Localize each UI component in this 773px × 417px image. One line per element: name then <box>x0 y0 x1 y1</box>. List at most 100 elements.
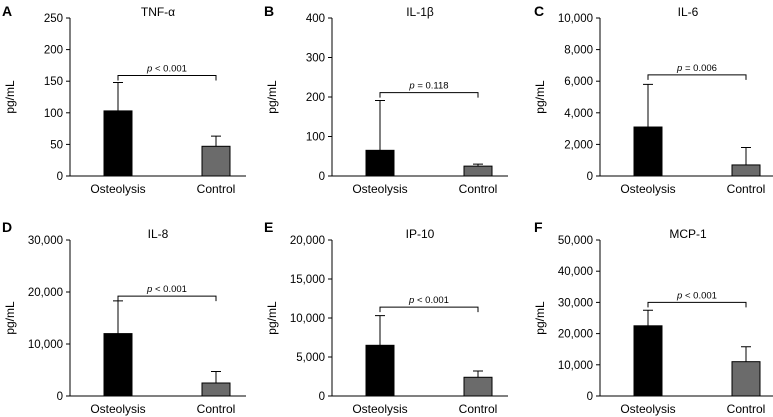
bar-osteolysis <box>365 149 395 177</box>
y-tick-label: 30,000 <box>558 297 593 309</box>
y-tick-label: 8,000 <box>564 45 593 57</box>
bar-control <box>201 382 231 397</box>
panel-letter: C <box>534 3 544 19</box>
y-tick-label: 0 <box>57 391 63 403</box>
y-tick-label: 50,000 <box>558 235 593 247</box>
y-tick-label: 150 <box>44 76 63 88</box>
x-category-label: Control <box>459 402 498 416</box>
bar-osteolysis <box>633 325 663 397</box>
significance-bracket <box>379 306 479 313</box>
error-bar <box>643 309 653 326</box>
bar-control <box>201 145 231 177</box>
error-bar <box>643 83 653 128</box>
p-symbol: p <box>146 64 152 75</box>
significance-bracket <box>647 301 747 308</box>
x-category-label: Control <box>727 402 766 416</box>
y-tick-label: 300 <box>306 53 325 65</box>
x-category-label: Control <box>197 402 236 416</box>
error-bar <box>473 163 483 167</box>
y-tick-label: 20,000 <box>28 287 63 299</box>
bar-osteolysis <box>103 333 133 397</box>
panel-b: B IL-1β pg/mL 0 100 200 300 400 Osteolysis Contro… <box>264 3 508 196</box>
y-axis-label: pg/mL <box>265 301 279 335</box>
y-tick-label: 10,000 <box>28 339 63 351</box>
y-tick-label: 10,000 <box>558 360 593 372</box>
error-bar <box>741 147 751 165</box>
panel-c: C IL-6 pg/mL 0 2,000 4,000 6,000 8,000 10,000 Ost… <box>533 3 773 196</box>
error-bar <box>113 81 123 111</box>
bar-control <box>731 164 761 177</box>
error-bar <box>375 100 385 151</box>
x-category-label: Osteolysis <box>90 182 145 196</box>
p-value-annotation: p < 0.001 <box>146 64 187 75</box>
panel-letter: A <box>2 3 12 19</box>
y-tick-label: 250 <box>44 13 63 25</box>
chart-title: IL-8 <box>148 227 169 241</box>
p-value: < 0.001 <box>152 284 187 295</box>
x-category-label: Osteolysis <box>352 402 407 416</box>
p-symbol: p <box>408 81 414 92</box>
y-tick-label: 0 <box>319 171 325 183</box>
y-tick-label: 0 <box>587 391 593 403</box>
panel-letter: D <box>2 219 12 235</box>
p-symbol: p <box>676 63 682 74</box>
y-tick-label: 4,000 <box>564 108 593 120</box>
p-symbol: p <box>676 290 682 301</box>
bar-control <box>731 361 761 397</box>
p-value: = 0.006 <box>682 63 717 74</box>
p-value: < 0.001 <box>414 295 449 306</box>
p-value: = 0.118 <box>415 81 449 92</box>
y-tick-label: 200 <box>44 45 63 57</box>
y-axis-label: pg/mL <box>533 301 547 335</box>
y-tick-label: 400 <box>306 13 325 25</box>
bar-osteolysis <box>365 344 395 397</box>
significance-bracket <box>117 75 217 81</box>
y-tick-label: 5,000 <box>296 352 325 364</box>
bar-osteolysis <box>103 110 133 177</box>
x-category-label: Control <box>727 182 766 196</box>
significance-bracket <box>379 92 479 98</box>
y-axis-label: pg/mL <box>3 80 17 114</box>
p-value-annotation: p = 0.118 <box>408 81 448 92</box>
x-category-label: Osteolysis <box>352 182 407 196</box>
y-tick-label: 0 <box>319 391 325 403</box>
p-value-annotation: p = 0.006 <box>676 63 717 74</box>
panel-letter: E <box>264 219 273 235</box>
significance-bracket <box>117 295 217 302</box>
p-value-annotation: p < 0.001 <box>408 295 449 306</box>
x-category-label: Osteolysis <box>620 402 675 416</box>
y-tick-label: 200 <box>306 92 325 104</box>
panel-d: D IL-8 pg/mL 0 10,000 20,000 30,000 Osteolysis C… <box>2 219 246 416</box>
y-tick-label: 100 <box>306 132 325 144</box>
p-value-annotation: p < 0.001 <box>676 290 717 301</box>
y-tick-label: 6,000 <box>564 76 593 88</box>
y-tick-label: 20,000 <box>558 329 593 341</box>
chart-title: IL-1β <box>406 5 434 19</box>
x-category-label: Osteolysis <box>620 182 675 196</box>
panel-letter: F <box>534 219 543 235</box>
error-bar <box>113 300 123 334</box>
y-tick-label: 30,000 <box>28 235 63 247</box>
chart-title: IL-6 <box>678 5 699 19</box>
x-category-label: Control <box>197 182 236 196</box>
bar-control <box>463 165 493 177</box>
panel-f: F MCP-1 pg/mL 0 10,000 20,000 30,000 40,000 50,0… <box>533 219 773 416</box>
bar-osteolysis <box>633 126 663 177</box>
error-bar <box>211 135 221 147</box>
y-tick-label: 50 <box>50 139 63 151</box>
y-tick-label: 40,000 <box>558 266 593 278</box>
y-axis-label: pg/mL <box>3 301 17 335</box>
p-symbol: p <box>146 284 152 295</box>
y-tick-label: 15,000 <box>290 274 325 286</box>
panel-e: E IP-10 pg/mL 0 5,000 10,000 15,000 20,000 Osteo… <box>264 219 508 416</box>
y-axis-label: pg/mL <box>265 80 279 114</box>
p-value-annotation: p < 0.001 <box>146 284 187 295</box>
chart-title: TNF-α <box>141 5 175 19</box>
y-tick-label: 0 <box>587 171 593 183</box>
chart-title: MCP-1 <box>669 227 707 241</box>
x-category-label: Control <box>459 182 498 196</box>
bar-control <box>463 376 493 397</box>
p-value: < 0.001 <box>152 64 187 75</box>
panel-a: A TNF-α pg/mL 0 50 100 150 200 250 Osteolysis Cont… <box>2 3 246 196</box>
